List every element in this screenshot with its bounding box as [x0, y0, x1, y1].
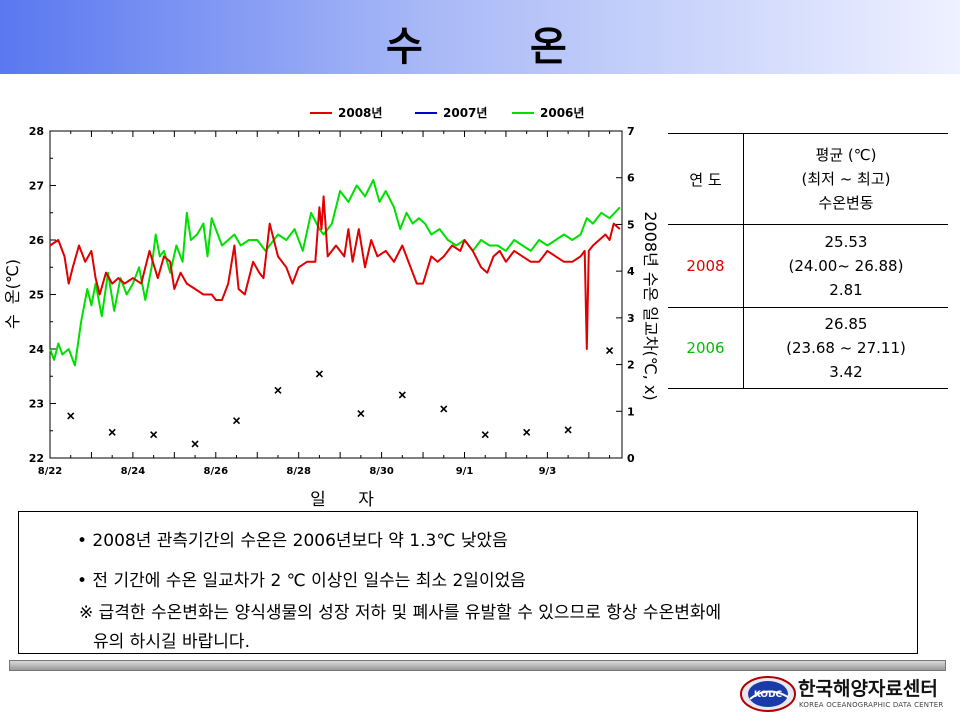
stats-value-cell: 25.53 (24.00~ 26.88) 2.81: [743, 224, 948, 308]
y-axis-right: 0 1 2 3 4 5 6 7: [616, 125, 635, 465]
kodc-logo-mark: KODC: [740, 676, 796, 712]
range-marker: [315, 370, 323, 378]
x-tick-label: 8/30: [369, 466, 394, 477]
x-axis: 8/22 8/24 8/26 8/28 8/30 9/1 9/3: [38, 131, 611, 477]
x-tick-label: 8/24: [121, 466, 146, 477]
legend-item: 2006년: [512, 106, 584, 120]
series-2006-line: [49, 179, 621, 367]
y-left-tick-label: 27: [29, 180, 44, 193]
note-line: • 전 기간에 수온 일교차가 2 ℃ 이상인 일수는 최소 2일이었음: [77, 571, 526, 591]
stats-year-cell: 2008: [668, 224, 744, 308]
range-marker: [357, 410, 365, 418]
y-right-tick-label: 1: [627, 405, 635, 418]
page-title-part-1: 수: [386, 24, 423, 70]
range-marker: [523, 428, 531, 436]
y-left-tick-label: 24: [29, 343, 45, 356]
range-marker: [191, 440, 199, 448]
y-axis-left-label: 수 온(℃): [3, 259, 22, 329]
x-tick-label: 9/1: [456, 466, 474, 477]
stats-row-2006: 2006 26.85 (23.68 ~ 27.11) 3.42: [668, 307, 948, 389]
y-axis-left: 22 23 24 25 26 27 28: [29, 125, 56, 465]
note-line: • 2008년 관측기간의 수온은 2006년보다 약 1.3℃ 낮았음: [77, 531, 508, 551]
range-marker: [605, 346, 614, 355]
series-2008-line: [49, 195, 621, 350]
note-line: 유의 하시길 바랍니다.: [93, 632, 250, 652]
x-tick-label: 9/3: [539, 466, 557, 477]
range-marker: [232, 417, 241, 425]
legend-item: 2007년: [415, 106, 487, 120]
plot-frame: [49, 130, 623, 459]
footer-bar: [9, 660, 946, 671]
y-right-tick-label: 2: [627, 359, 635, 372]
x-axis-label: 일 자: [310, 490, 374, 510]
x-tick-label: 8/22: [38, 466, 63, 477]
stats-variation: 3.42: [829, 363, 863, 381]
stats-header-year: 연 도: [668, 133, 744, 225]
range-marker: [398, 391, 406, 399]
range-marker: [108, 428, 116, 436]
y-left-tick-label: 26: [29, 234, 45, 247]
y-right-tick-label: 0: [627, 452, 635, 465]
range-marker: [67, 412, 75, 420]
chart-legend: 2008년 2007년 2006년: [310, 106, 584, 120]
x-tick-label: 8/28: [286, 466, 311, 477]
org-name-english: KOREA OCEANOGRAPHIC DATA CENTER: [799, 701, 944, 709]
stats-header-line: 수온변동: [818, 194, 874, 212]
stats-row-2008: 2008 25.53 (24.00~ 26.88) 2.81: [668, 224, 948, 308]
stats-header-desc: 평균 (℃) (최저 ~ 최고) 수온변동: [743, 133, 948, 225]
stats-header-line: 평균 (℃): [815, 146, 877, 164]
y-right-tick-label: 7: [627, 125, 635, 138]
header-band: [0, 0, 960, 74]
water-temperature-chart: 2008년 2007년 2006년 8/22 8/24 8/26 8/28 8/30 9/1 9…: [3, 106, 660, 510]
y-right-tick-label: 4: [627, 265, 635, 278]
range-marker: [274, 386, 282, 394]
stats-header-row: 연 도 평균 (℃) (최저 ~ 최고) 수온변동: [668, 133, 948, 225]
series-layer: [49, 179, 621, 448]
legend-label: 2008년: [338, 106, 382, 120]
range-marker: [481, 431, 489, 439]
y-right-tick-label: 6: [627, 172, 635, 185]
y-left-tick-label: 28: [29, 125, 44, 138]
legend-item: 2008년: [310, 106, 382, 120]
stats-value-cell: 26.85 (23.68 ~ 27.11) 3.42: [743, 307, 948, 389]
stats-mean: 25.53: [824, 233, 868, 251]
legend-label: 2006년: [540, 106, 584, 120]
y-left-tick-label: 25: [29, 289, 44, 302]
range-marker: [440, 405, 448, 413]
y-left-tick-label: 22: [29, 452, 44, 465]
stats-mean: 26.85: [824, 315, 868, 333]
stats-table: 연 도 평균 (℃) (최저 ~ 최고) 수온변동 2008 25.53 (24…: [668, 133, 948, 389]
note-line: ※ 급격한 수온변화는 양식생물의 성장 저하 및 폐사를 유발할 수 있으므로…: [79, 603, 722, 623]
y-axis-right-label: 2008년 수온 일교차(℃, x): [641, 211, 660, 400]
kodc-logo: KODC 한국해양자료센터 KOREA OCEANOGRAPHIC DATA C…: [738, 674, 953, 714]
range-marker: [150, 431, 158, 439]
y-right-tick-label: 5: [627, 218, 635, 231]
notes-box: • 2008년 관측기간의 수온은 2006년보다 약 1.3℃ 낮았음 • 전…: [18, 511, 918, 654]
stats-range: (23.68 ~ 27.11): [786, 339, 906, 357]
y-right-tick-label: 3: [627, 312, 635, 325]
stats-range: (24.00~ 26.88): [788, 257, 904, 275]
range-marker: [564, 426, 572, 434]
kodc-logo-text: KODC: [754, 690, 783, 700]
legend-label: 2007년: [443, 106, 487, 120]
x-tick-label: 8/26: [204, 466, 229, 477]
stats-variation: 2.81: [829, 281, 863, 299]
page-title-part-2: 온: [530, 24, 567, 70]
stats-year-cell: 2006: [668, 307, 744, 389]
y-left-tick-label: 23: [29, 398, 44, 411]
org-name-korean: 한국해양자료센터: [798, 678, 938, 700]
stats-header-line: (최저 ~ 최고): [801, 170, 891, 188]
